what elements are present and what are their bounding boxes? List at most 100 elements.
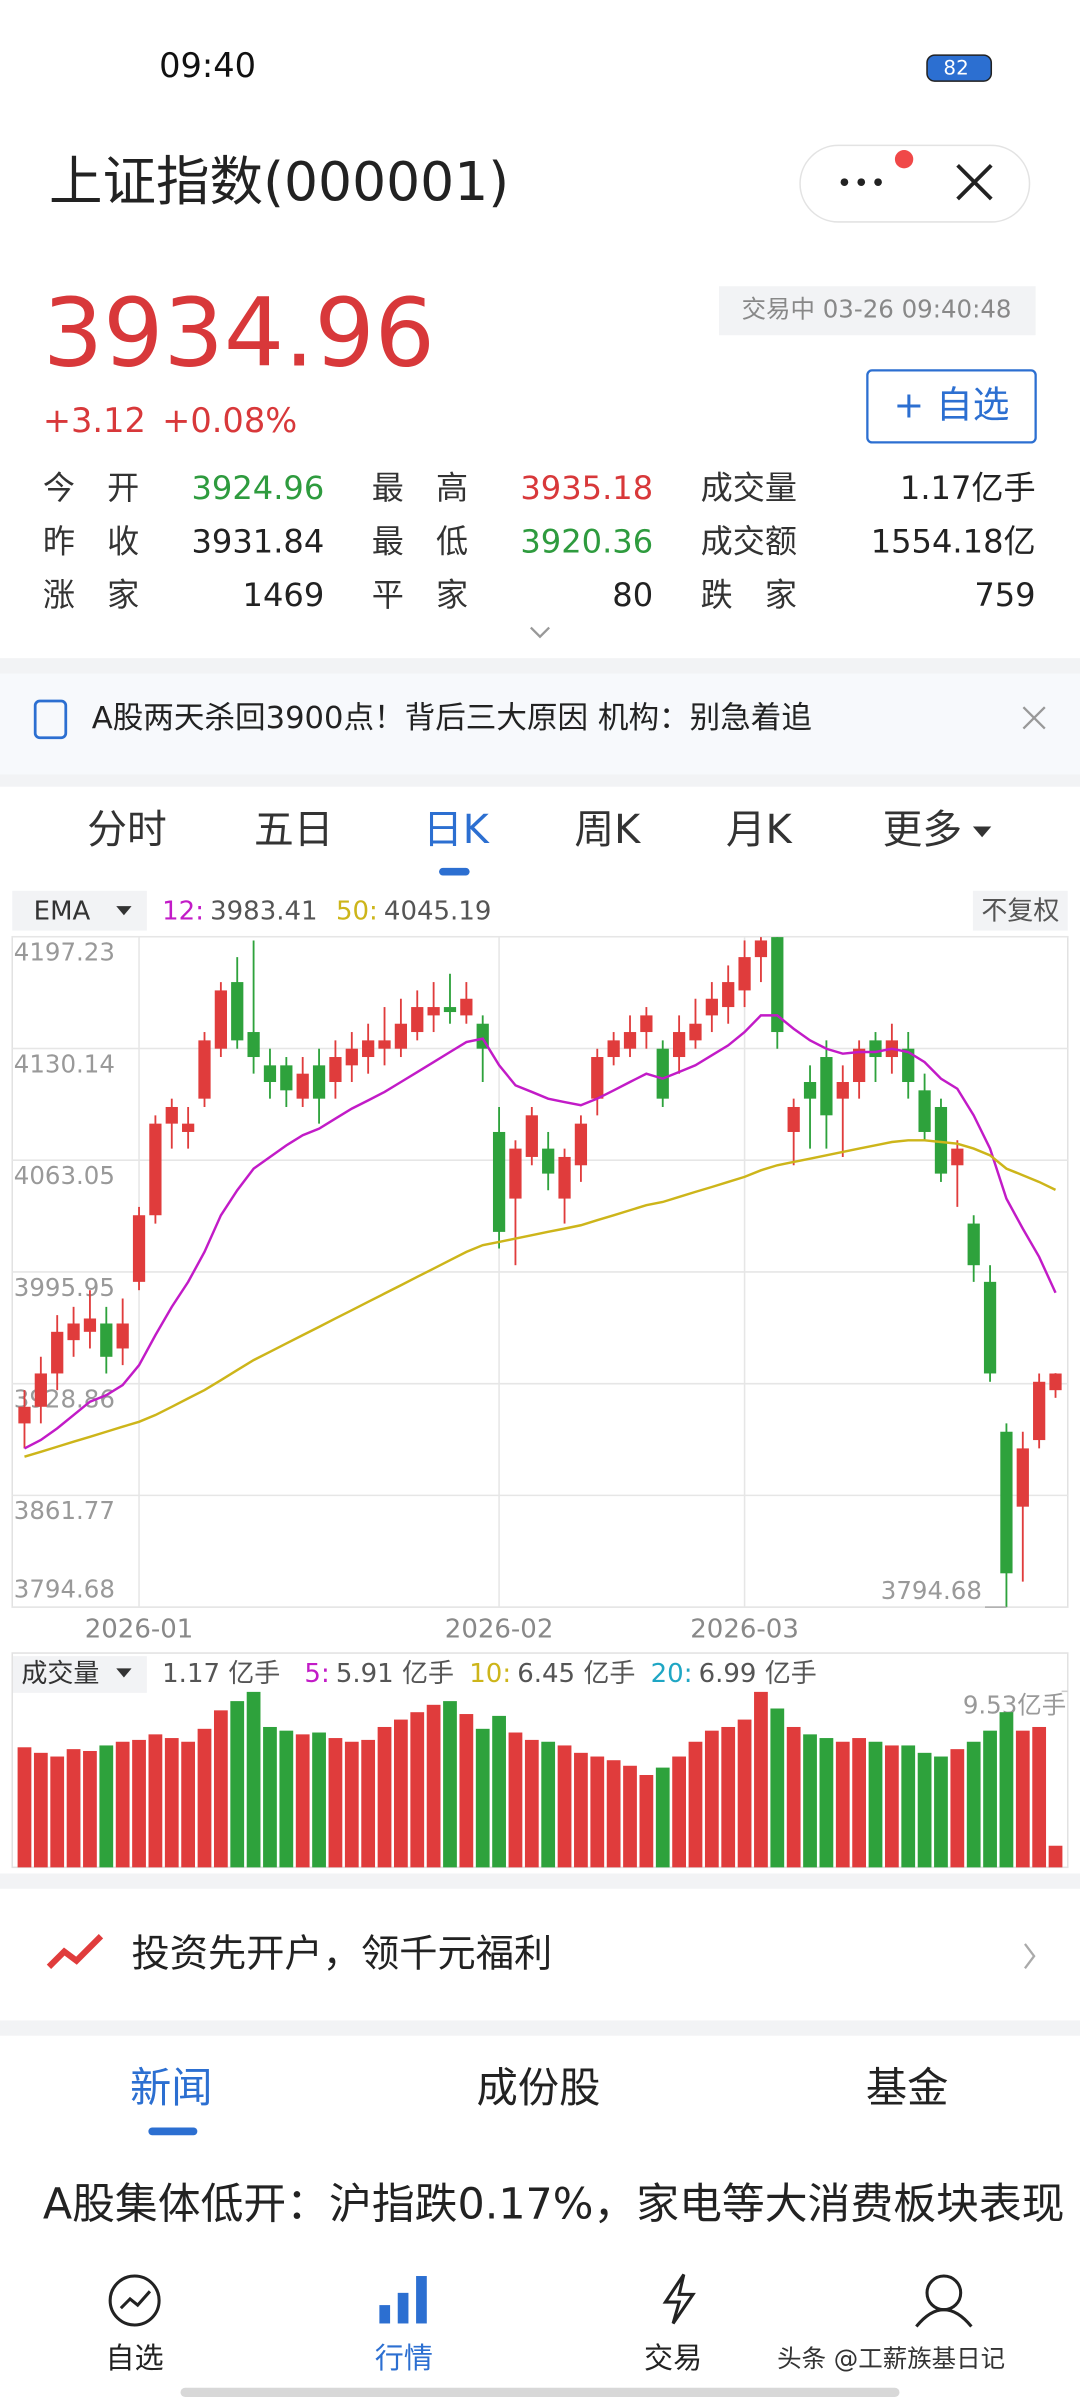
volume-ma-value: 6.99 亿手 — [699, 1659, 817, 1689]
nav-bg — [0, 2253, 1080, 2400]
news-banner[interactable]: A股两天杀回3900点！背后三大原因 机构：别急着追 — [92, 701, 812, 736]
stat-value: 759 — [974, 576, 1035, 614]
volume-bar — [754, 1691, 768, 1868]
volume-ma-value: 5.91 亿手 — [336, 1659, 454, 1689]
chart-tab[interactable]: 更多 — [883, 807, 963, 853]
volume-bar — [704, 1730, 719, 1868]
volume-bar — [377, 1726, 392, 1868]
watch-button[interactable] — [866, 369, 1037, 444]
chart-tab[interactable]: 分时 — [87, 807, 167, 853]
stat-value: 1469 — [243, 576, 325, 614]
x-tick-label: 2026-02 — [445, 1615, 554, 1645]
volume-bar — [361, 1739, 376, 1868]
volume-bar — [917, 1752, 932, 1868]
y-tick-label: 4130.14 — [14, 1049, 115, 1078]
time: 09:40 — [159, 46, 256, 85]
candle-body — [214, 990, 227, 1049]
capsule[interactable] — [799, 144, 1031, 223]
chart-tab[interactable]: 月K — [726, 807, 793, 853]
volume-bar — [295, 1734, 310, 1868]
legend-name: 12: — [162, 897, 204, 927]
stat-label: 涨 家 — [43, 576, 139, 614]
x-tick-label: 2026-01 — [85, 1615, 194, 1645]
volume-bar — [524, 1739, 539, 1868]
candle-body — [623, 1032, 637, 1049]
volume-bar — [868, 1741, 883, 1868]
indicator[interactable]: EMA — [34, 897, 91, 927]
chart-tab[interactable]: 五日 — [254, 807, 334, 853]
volume-bar — [328, 1738, 343, 1868]
stat-label: 跌 家 — [701, 576, 797, 614]
nav-label[interactable]: 行情 — [375, 2341, 433, 2375]
volume-bar — [246, 1691, 261, 1868]
volume-bar — [934, 1756, 948, 1868]
volume-bar — [819, 1738, 834, 1868]
chevron[interactable] — [1024, 1943, 1036, 1970]
volume-tick-label: 9.53亿手 — [963, 1691, 1066, 1720]
dismiss-icon[interactable] — [1022, 706, 1046, 730]
tab-indicator — [439, 867, 470, 876]
stat-label: 昨 收 — [43, 522, 139, 560]
low-marker: 3794.68 — [881, 1576, 982, 1605]
candle-body — [787, 1106, 800, 1132]
nav-icon — [397, 2292, 409, 2324]
promo-icon — [46, 1934, 104, 1970]
candle-body — [558, 1156, 571, 1199]
stat-value: 3931.84 — [191, 522, 324, 560]
tab-indicator — [148, 2127, 198, 2136]
nav-label[interactable]: 自选 — [106, 2341, 164, 2375]
adjust[interactable]: 不复权 — [981, 897, 1059, 927]
stat-label: 最 高 — [372, 469, 468, 507]
volume-bar — [835, 1741, 850, 1868]
volume-bar — [770, 1708, 785, 1868]
candle-body — [345, 1048, 358, 1066]
expand-icon[interactable] — [530, 626, 550, 639]
close-icon[interactable] — [956, 163, 993, 201]
nav-icon — [379, 2305, 391, 2324]
candle-body — [378, 1040, 391, 1049]
dropdown-icon[interactable] — [972, 826, 992, 838]
candle-body — [182, 1123, 195, 1132]
candle-body — [149, 1123, 162, 1216]
candle-body — [525, 1115, 538, 1157]
dot — [874, 178, 882, 186]
chart-tab[interactable]: 日K — [423, 807, 490, 853]
candle-body — [574, 1123, 588, 1166]
volume-bar — [508, 1732, 523, 1868]
volume-frame — [11, 1652, 1069, 1869]
nav-label[interactable]: 交易 — [644, 2341, 702, 2375]
volume-bar — [639, 1774, 654, 1868]
battery-level: 82 — [943, 56, 968, 79]
volume-bar — [1048, 1845, 1063, 1868]
candle-body — [607, 1040, 620, 1058]
candle-body — [427, 1007, 440, 1016]
volume-bar — [852, 1738, 867, 1868]
y-tick-label: 4197.23 — [14, 938, 115, 967]
chart-tab[interactable]: 周K — [574, 807, 641, 853]
candle-body — [918, 1090, 931, 1132]
promo[interactable]: 投资先开户，领千元福利 — [132, 1932, 553, 1977]
stat-value: 3924.96 — [191, 469, 324, 507]
y-tick-label: 3861.77 — [14, 1496, 115, 1525]
content-tab[interactable]: 基金 — [866, 2064, 949, 2112]
volume-bar — [606, 1760, 621, 1868]
headline[interactable]: A股集体低开：沪指跌0.17%，家电等大消费板块表现 — [43, 2180, 1065, 2230]
candle-body — [329, 1057, 342, 1083]
candle-body — [836, 1082, 849, 1099]
candle-body — [705, 998, 718, 1016]
volume-ma-name: 5: — [304, 1659, 329, 1689]
volume-bar — [1032, 1726, 1047, 1868]
content-tab[interactable]: 新闻 — [130, 2064, 213, 2112]
volume-bar — [148, 1734, 163, 1868]
candle-body — [820, 1057, 833, 1116]
volume-label[interactable]: 成交量 — [21, 1659, 99, 1689]
content-tab[interactable]: 成份股 — [477, 2064, 601, 2112]
watch-label[interactable]: + 自选 — [894, 384, 1010, 427]
candle-body — [394, 1023, 408, 1049]
candle-body — [1000, 1431, 1013, 1574]
volume-bar — [459, 1714, 474, 1868]
candle-body — [934, 1106, 948, 1174]
legend-value: 3983.41 — [210, 897, 318, 927]
stat-value: 3920.36 — [520, 522, 653, 560]
